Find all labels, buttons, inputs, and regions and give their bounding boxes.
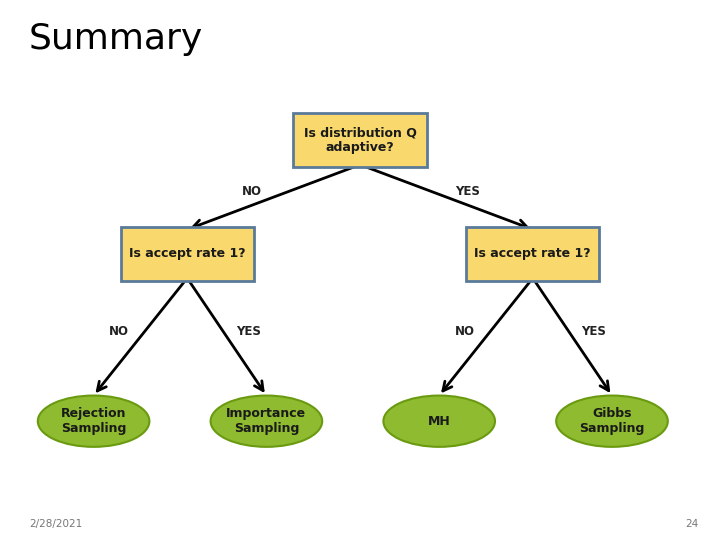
Ellipse shape [38,395,150,447]
Text: MH: MH [428,415,451,428]
Ellipse shape [557,395,668,447]
Text: 24: 24 [685,519,698,529]
Text: 2/28/2021: 2/28/2021 [29,519,82,529]
Text: Is accept rate 1?: Is accept rate 1? [129,247,246,260]
Text: Summary: Summary [29,22,203,56]
Text: Is accept rate 1?: Is accept rate 1? [474,247,591,260]
Text: NO: NO [454,325,474,338]
Text: YES: YES [236,325,261,338]
Text: YES: YES [456,185,480,198]
Text: Is distribution Q
adaptive?: Is distribution Q adaptive? [304,126,416,154]
Text: NO: NO [109,325,129,338]
FancyBboxPatch shape [121,227,254,281]
Ellipse shape [210,395,323,447]
Text: Importance
Sampling: Importance Sampling [226,407,307,435]
FancyBboxPatch shape [467,227,599,281]
FancyBboxPatch shape [294,113,426,167]
Ellipse shape [383,395,495,447]
Text: Rejection
Sampling: Rejection Sampling [61,407,126,435]
Text: YES: YES [582,325,606,338]
Text: Gibbs
Sampling: Gibbs Sampling [580,407,644,435]
Text: NO: NO [242,185,262,198]
